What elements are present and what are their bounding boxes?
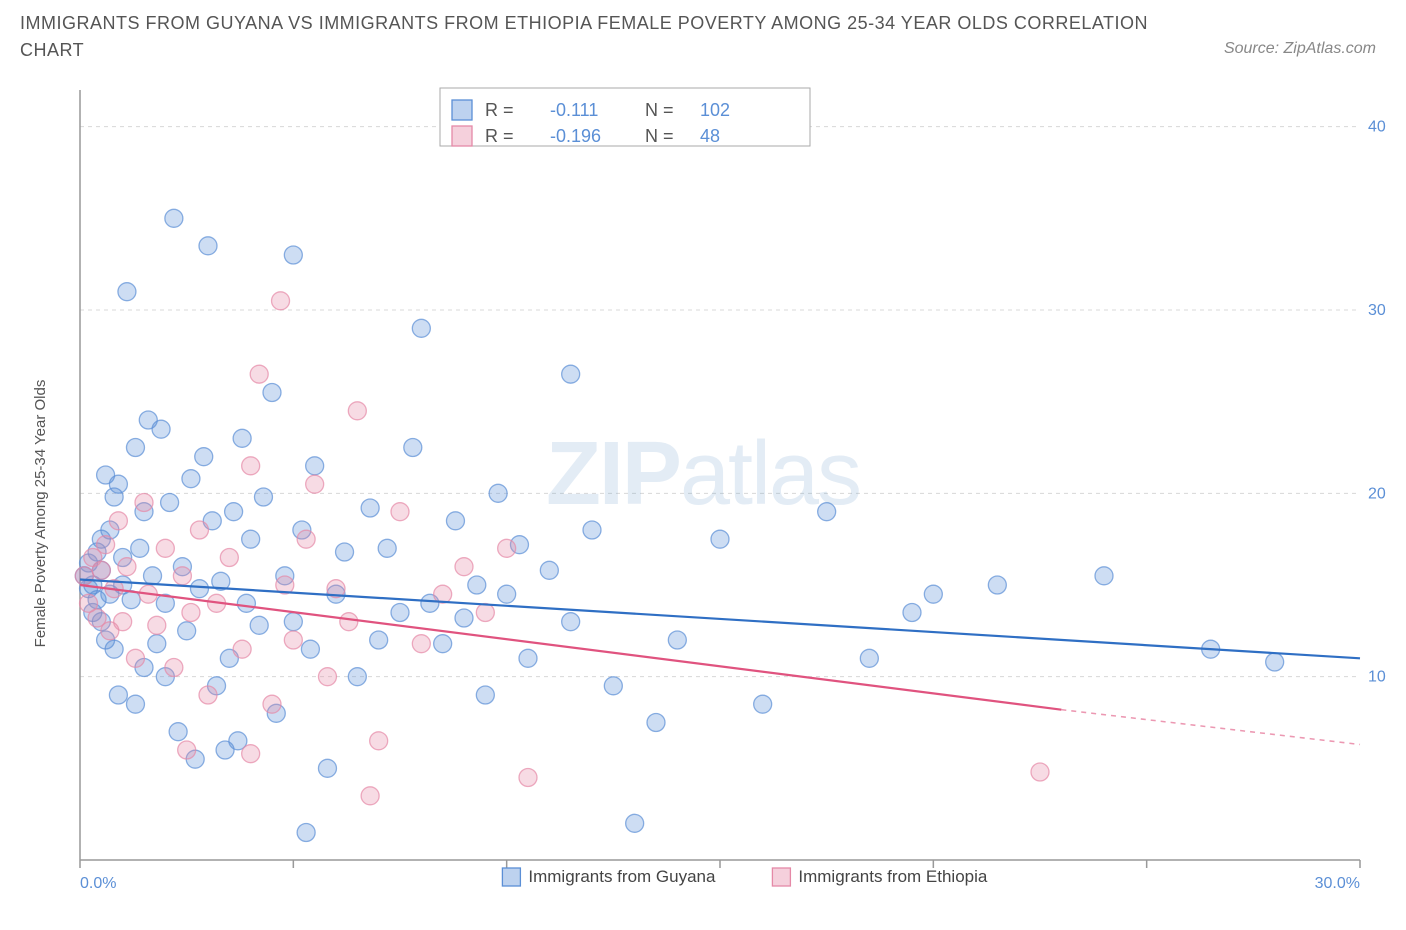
scatter-chart-svg: 10.0% 20.0% 30.0% 40.0% 0.0% 30.0% Female Pove… <box>20 70 1386 900</box>
svg-text:102: 102 <box>700 100 730 120</box>
svg-text:20.0%: 20.0% <box>1368 485 1386 502</box>
svg-text:30.0%: 30.0% <box>1368 302 1386 319</box>
svg-text:10.0%: 10.0% <box>1368 669 1386 686</box>
svg-text:Immigrants from Ethiopia: Immigrants from Ethiopia <box>798 867 987 886</box>
svg-text:40.0%: 40.0% <box>1368 119 1386 136</box>
svg-text:N =: N = <box>645 100 674 120</box>
svg-text:Immigrants from Guyana: Immigrants from Guyana <box>528 867 716 886</box>
svg-text:-0.196: -0.196 <box>550 126 601 146</box>
svg-text:R =: R = <box>485 126 514 146</box>
svg-text:0.0%: 0.0% <box>80 875 116 892</box>
svg-text:48: 48 <box>700 126 720 146</box>
svg-text:Female Poverty Among 25-34 Yea: Female Poverty Among 25-34 Year Olds <box>32 380 49 648</box>
chart-title: IMMIGRANTS FROM GUYANA VS IMMIGRANTS FRO… <box>20 10 1148 64</box>
chart-header: IMMIGRANTS FROM GUYANA VS IMMIGRANTS FRO… <box>0 0 1406 64</box>
svg-text:-0.111: -0.111 <box>550 100 598 120</box>
svg-text:N =: N = <box>645 126 674 146</box>
svg-text:30.0%: 30.0% <box>1315 875 1360 892</box>
title-line-1: IMMIGRANTS FROM GUYANA VS IMMIGRANTS FRO… <box>20 10 1148 37</box>
svg-text:R =: R = <box>485 100 514 120</box>
title-line-2: CHART <box>20 37 1148 64</box>
chart-area: 10.0% 20.0% 30.0% 40.0% 0.0% 30.0% Female Pove… <box>20 70 1386 900</box>
source-label: Source: ZipAtlas.com <box>1224 10 1386 58</box>
